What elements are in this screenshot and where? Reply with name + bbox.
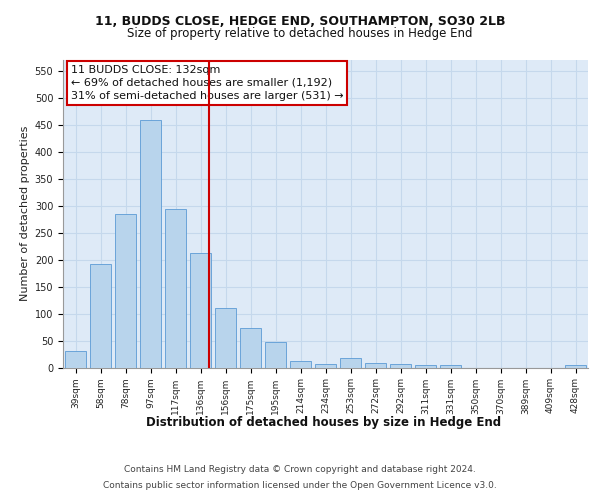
Text: Contains public sector information licensed under the Open Government Licence v3: Contains public sector information licen… [103, 480, 497, 490]
Bar [365, 363, 386, 368]
Bar [390, 364, 411, 368]
Text: Contains HM Land Registry data © Crown copyright and database right 2024.: Contains HM Land Registry data © Crown c… [124, 466, 476, 474]
Bar [140, 120, 161, 368]
Y-axis label: Number of detached properties: Number of detached properties [20, 126, 31, 302]
Bar [265, 342, 286, 367]
Text: Distribution of detached houses by size in Hedge End: Distribution of detached houses by size … [146, 416, 502, 429]
Bar [165, 210, 186, 368]
Bar [215, 308, 236, 368]
Bar [315, 364, 336, 368]
Bar [240, 328, 261, 368]
Bar [65, 352, 86, 368]
Bar [340, 358, 361, 368]
Bar [415, 365, 436, 368]
Bar [440, 366, 461, 368]
Bar [290, 361, 311, 368]
Text: 11, BUDDS CLOSE, HEDGE END, SOUTHAMPTON, SO30 2LB: 11, BUDDS CLOSE, HEDGE END, SOUTHAMPTON,… [95, 15, 505, 28]
Bar [90, 264, 111, 368]
Bar [565, 366, 586, 368]
Text: Size of property relative to detached houses in Hedge End: Size of property relative to detached ho… [127, 28, 473, 40]
Bar [115, 214, 136, 368]
Bar [190, 252, 211, 368]
Text: 11 BUDDS CLOSE: 132sqm
← 69% of detached houses are smaller (1,192)
31% of semi-: 11 BUDDS CLOSE: 132sqm ← 69% of detached… [71, 64, 343, 101]
